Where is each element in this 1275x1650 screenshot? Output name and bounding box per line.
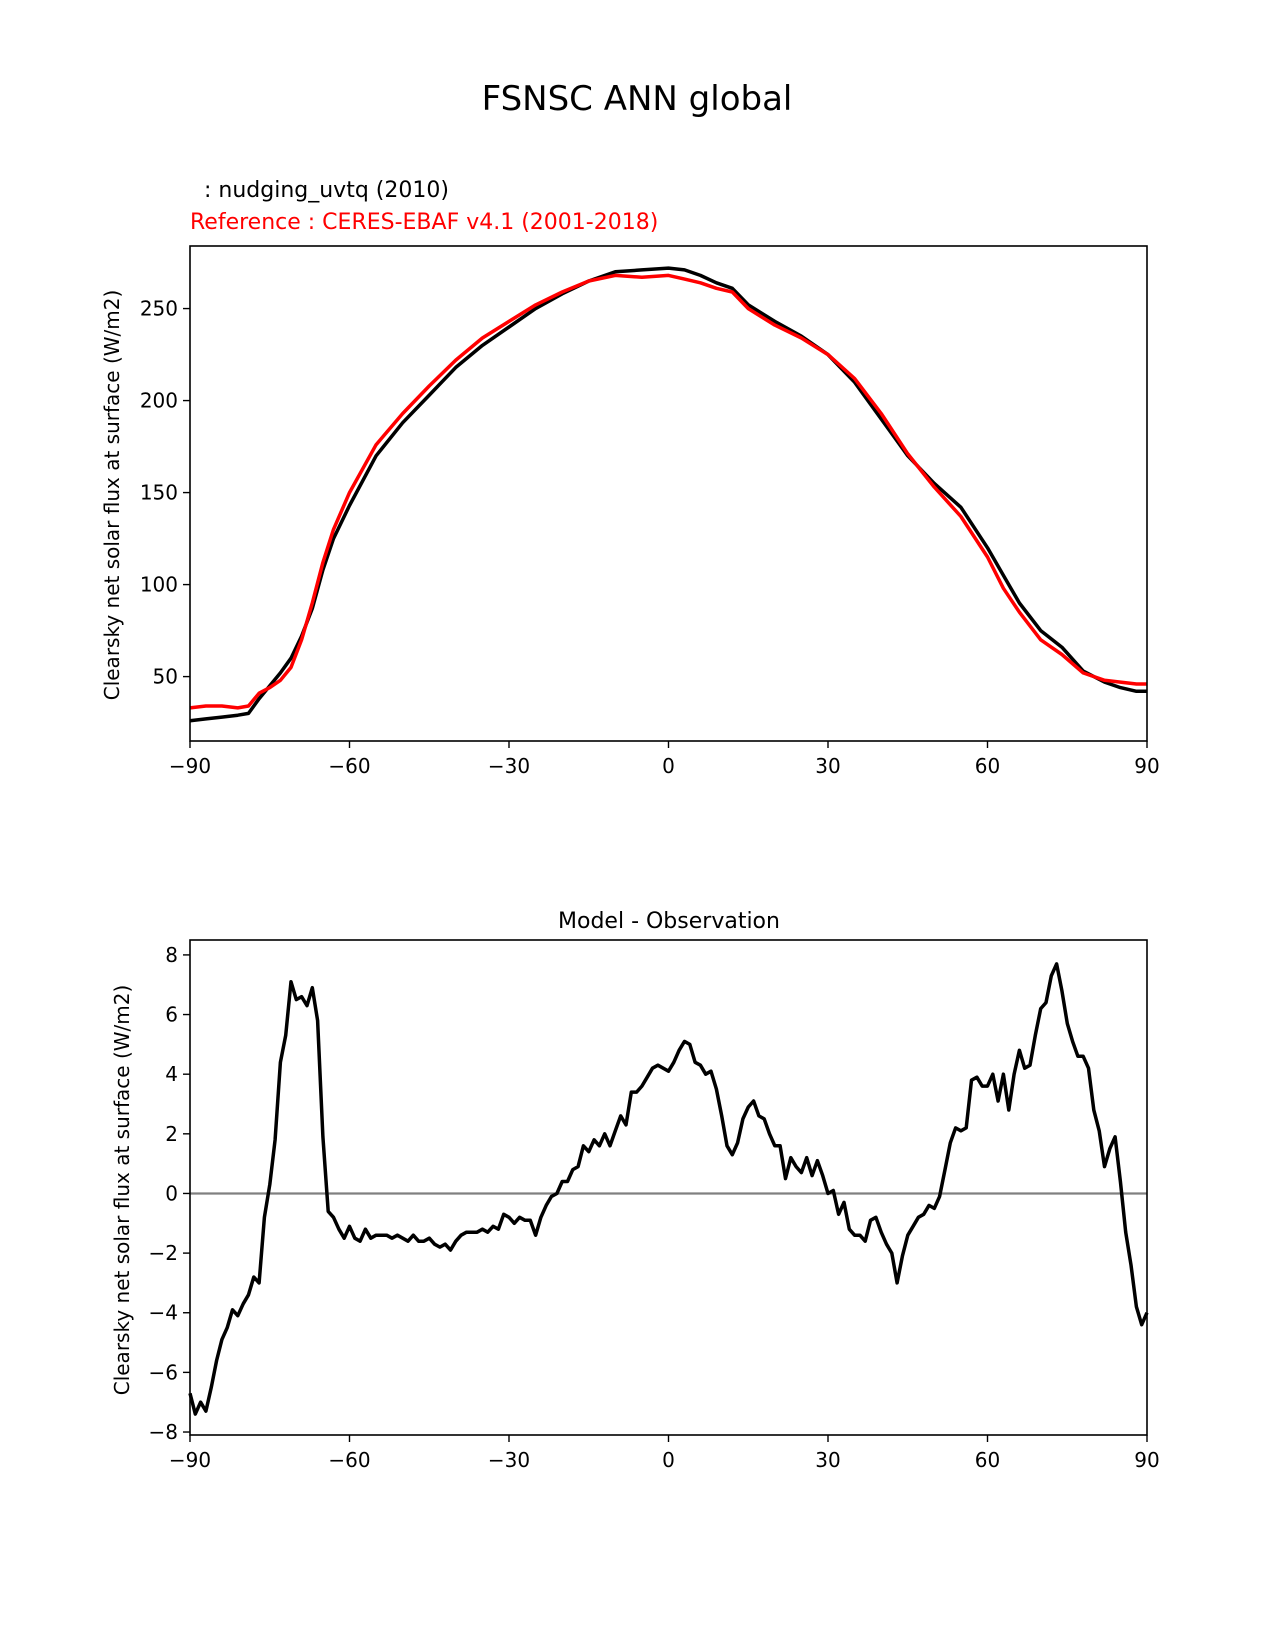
bottom-ytick-label: −8 xyxy=(149,1420,178,1444)
legend-line-model: : nudging_uvtq (2010) xyxy=(190,178,449,203)
bottom-ytick-label: −6 xyxy=(149,1360,178,1384)
bottom-ytick-label: 2 xyxy=(165,1122,178,1146)
top-ytick-label: 50 xyxy=(153,665,178,689)
top-plot-frame xyxy=(189,245,1148,742)
bottom-xtick-label: −30 xyxy=(488,1448,530,1472)
bottom-xtick-label: −90 xyxy=(169,1448,211,1472)
bottom-chart-title: Model - Observation xyxy=(558,909,780,934)
bottom-series-line-0 xyxy=(188,962,1149,1416)
bottom-ytick-label: 8 xyxy=(165,943,178,967)
bottom-ytick-label: −4 xyxy=(149,1301,178,1325)
top-xtick-label: 60 xyxy=(975,754,1000,778)
bottom-xtick-label: 60 xyxy=(975,1448,1000,1472)
top-ylabel: Clearsky net solar flux at surface (W/m2… xyxy=(100,290,124,701)
top-ytick-label: 200 xyxy=(140,389,178,413)
top-chart: : nudging_uvtq (2010) Reference : CERES-… xyxy=(100,178,1160,778)
top-xtick-label: −90 xyxy=(169,754,211,778)
top-xtick-label: 0 xyxy=(662,754,675,778)
top-ytick-label: 150 xyxy=(140,481,178,505)
bottom-chart: Model - Observation Clearsky net solar f… xyxy=(110,909,1160,1472)
bottom-xtick-label: 90 xyxy=(1134,1448,1159,1472)
top-ytick-label: 100 xyxy=(140,573,178,597)
figure-title: FSNSC ANN global xyxy=(482,79,793,119)
top-xtick-label: 30 xyxy=(815,754,840,778)
bottom-ylabel: Clearsky net solar flux at surface (W/m2… xyxy=(110,985,134,1396)
top-xtick-label: −30 xyxy=(488,754,530,778)
bottom-plot-frame xyxy=(189,939,1148,1436)
bottom-xtick-label: −60 xyxy=(328,1448,370,1472)
top-series-line-1 xyxy=(189,273,1147,710)
bottom-xtick-label: 30 xyxy=(815,1448,840,1472)
bottom-xtick-label: 0 xyxy=(662,1448,675,1472)
bottom-ytick-label: 6 xyxy=(165,1003,178,1027)
bottom-ytick-label: 0 xyxy=(165,1181,178,1205)
top-xtick-label: −60 xyxy=(328,754,370,778)
top-ytick-label: 250 xyxy=(140,297,178,321)
bottom-ytick-label: −2 xyxy=(149,1241,178,1265)
top-series-line-0 xyxy=(189,266,1147,723)
bottom-ytick-label: 4 xyxy=(165,1062,178,1086)
top-xtick-label: 90 xyxy=(1134,754,1159,778)
legend-line-reference: Reference : CERES-EBAF v4.1 (2001-2018) xyxy=(190,210,658,235)
